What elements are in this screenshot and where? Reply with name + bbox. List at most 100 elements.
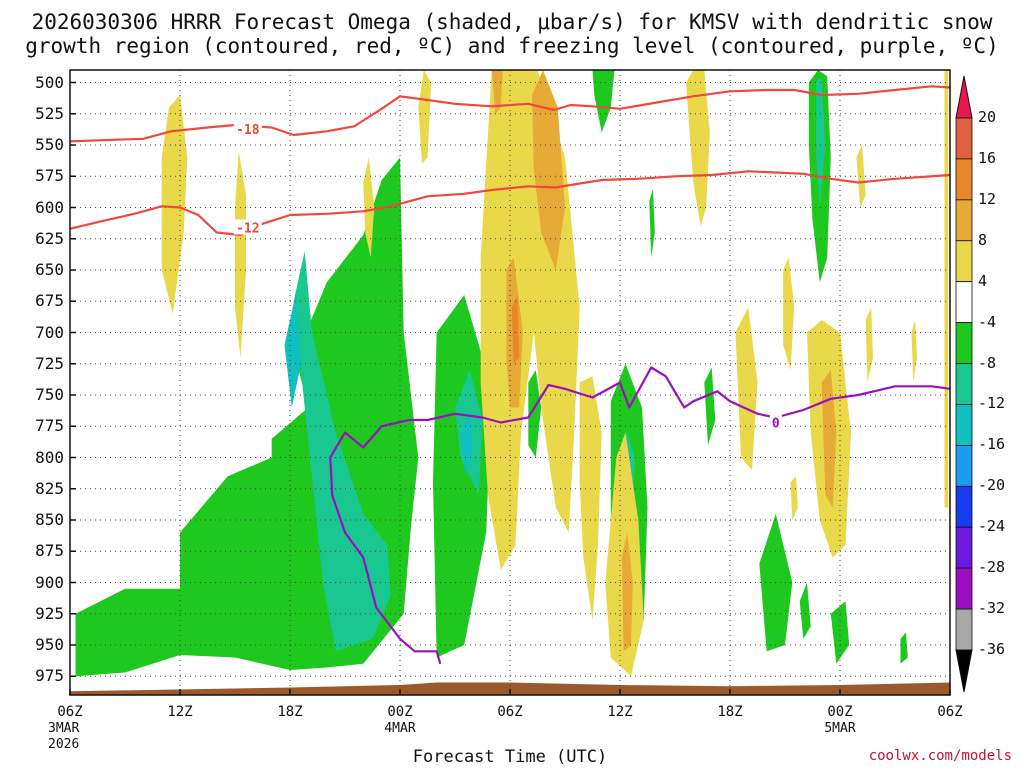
y-tick-label: 900	[35, 572, 64, 592]
x-date-label: 4MAR	[384, 721, 416, 736]
omega-region	[911, 320, 917, 383]
omega-region	[865, 307, 873, 383]
temperature-contour-label-bg	[233, 120, 262, 136]
x-tick-label: 06Z	[937, 704, 963, 720]
temperature-contour-label: -18	[236, 123, 260, 138]
y-tick-label: 800	[35, 447, 64, 467]
colorbar-label: 4	[978, 271, 988, 290]
y-tick-label: 925	[35, 603, 64, 623]
x-date-label: 2026	[48, 737, 80, 752]
x-tick-label: 12Z	[607, 704, 633, 720]
y-tick-label: 725	[35, 353, 64, 373]
colorbar-label: -8	[978, 353, 997, 372]
x-tick-label: 12Z	[167, 704, 193, 720]
y-tick-label: 650	[35, 260, 64, 279]
colorbar-label: 8	[978, 230, 988, 249]
omega-shading-layer	[75, 70, 949, 677]
colorbar-top-arrow	[955, 75, 973, 119]
colorbar-label: -12	[978, 394, 1006, 413]
colorbar-swatch	[955, 117, 973, 160]
freezing-level-contour-label-bg	[769, 414, 782, 430]
y-tick-label: 775	[35, 416, 64, 436]
omega-region	[363, 157, 375, 258]
omega-region	[511, 295, 520, 364]
omega-region	[284, 295, 301, 408]
omega-region	[944, 70, 949, 508]
freezing-level-contour-label: 0	[772, 417, 780, 432]
colorbar-bottom-arrow	[955, 649, 973, 693]
colorbar-swatch	[955, 444, 973, 487]
colorbar-label: -36	[978, 640, 1006, 658]
omega-region	[790, 476, 798, 520]
colorbar-label: -4	[978, 312, 997, 331]
omega-region	[161, 95, 188, 314]
omega-region	[816, 76, 826, 208]
omega-region	[235, 151, 246, 358]
omega-region	[433, 295, 492, 658]
colorbar-swatch	[955, 404, 973, 446]
colorbar-swatch	[955, 281, 973, 324]
omega-region	[900, 632, 908, 664]
colorbar-label: -28	[978, 558, 1006, 577]
colorbar-label: 20	[978, 108, 997, 126]
omega-region	[532, 70, 565, 270]
x-tick-label: 00Z	[827, 704, 853, 720]
omega-region	[735, 307, 758, 470]
x-tick-label: 00Z	[387, 704, 413, 720]
temperature-contour	[69, 170, 951, 237]
omega-region	[621, 532, 633, 652]
colorbar-swatch	[955, 199, 973, 242]
y-tick-label: 875	[35, 541, 64, 561]
colorbar-label: 12	[978, 189, 997, 208]
y-tick-label: 500	[35, 72, 64, 92]
omega-region	[418, 70, 432, 164]
colorbar-swatch	[955, 485, 973, 528]
chart-title-line2: growth region (contoured, red, ºC) and f…	[25, 34, 999, 58]
omega-region	[528, 370, 542, 458]
x-axis-title: Forecast Time (UTC)	[412, 747, 608, 767]
colorbar-label: 16	[978, 148, 997, 167]
omega-region	[579, 376, 602, 620]
source-credit-link[interactable]: coolwx.com/models	[868, 748, 1012, 764]
x-date-label: 5MAR	[824, 721, 856, 736]
y-tick-label: 750	[35, 385, 64, 404]
y-tick-label: 850	[35, 510, 64, 529]
omega-region	[491, 70, 503, 114]
omega-region	[460, 407, 474, 477]
x-tick-label: 18Z	[717, 704, 743, 720]
omega-region	[592, 70, 615, 133]
colorbar-label: -24	[978, 517, 1006, 536]
y-tick-label: 825	[35, 478, 64, 498]
y-tick-label: 675	[35, 291, 64, 311]
x-tick-label: 06Z	[497, 704, 523, 720]
x-tick-label: 06Z	[57, 704, 83, 720]
y-tick-label: 550	[35, 135, 64, 154]
y-tick-label: 950	[35, 635, 64, 654]
x-date-label: 3MAR	[48, 721, 80, 736]
omega-region	[704, 367, 716, 445]
colorbar-swatch	[955, 363, 973, 405]
temperature-contour-label-bg	[233, 219, 262, 235]
colorbar-label: -32	[978, 599, 1006, 618]
tick-layer	[69, 81, 951, 695]
y-tick-label: 700	[35, 322, 64, 342]
omega-region	[783, 257, 795, 370]
colorbar-swatch	[955, 608, 973, 651]
y-tick-label: 525	[35, 103, 64, 123]
omega-region	[799, 582, 811, 639]
temperature-contour-label: -12	[236, 222, 259, 237]
y-tick-label: 600	[35, 197, 64, 217]
contour-layer: -18 -12 0	[69, 85, 951, 665]
omega-region	[293, 251, 391, 652]
y-tick-label: 575	[35, 166, 64, 186]
omega-region	[686, 70, 710, 227]
omega-region	[830, 601, 850, 664]
y-tick-label: 625	[35, 228, 64, 248]
chart-title-line1: 2026030306 HRRR Forecast Omega (shaded, …	[31, 10, 993, 34]
colorbar	[955, 75, 973, 693]
colorbar-swatch	[955, 240, 973, 283]
colorbar-swatch	[955, 322, 973, 364]
omega-region	[821, 370, 837, 508]
colorbar-label: -16	[978, 435, 1006, 454]
